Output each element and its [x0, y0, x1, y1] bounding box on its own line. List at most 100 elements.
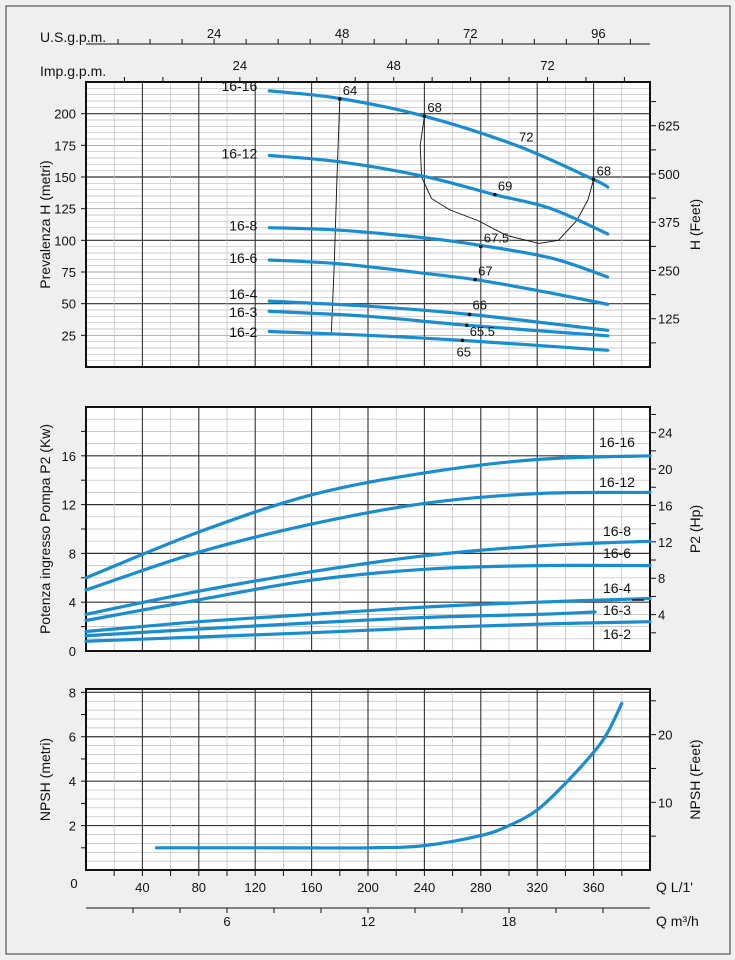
y-right-tick-label: 10	[658, 795, 672, 810]
y-right-axis-label: NPSH (Feet)	[687, 739, 703, 819]
impgpm-tick-label: 48	[386, 58, 400, 73]
y-right-tick-label: 375	[658, 215, 680, 230]
y-tick-label: 125	[54, 202, 76, 217]
y-tick-label: 175	[54, 138, 76, 153]
plot-border	[85, 81, 651, 368]
efficiency-label: 64	[343, 83, 357, 98]
x-tick-label: 160	[301, 880, 323, 895]
x-tick-label: 280	[470, 880, 492, 895]
usgpm-axis-label: U.S.g.p.m.	[40, 29, 106, 45]
efficiency-label: 72	[519, 129, 533, 144]
x-axis-label-lmin: Q L/1'	[656, 879, 693, 895]
y-right-tick-label: 20	[658, 462, 672, 477]
y-right-tick-label: 12	[658, 535, 672, 550]
efficiency-label: 67	[478, 264, 492, 279]
y-right-tick-label: 625	[658, 119, 680, 134]
usgpm-tick-label: 24	[207, 26, 221, 41]
series-line-16-3	[84, 610, 597, 638]
series-line-16-3	[267, 309, 610, 338]
series-line-16-8	[84, 539, 652, 616]
efficiency-point	[493, 192, 497, 197]
efficiency-label: 66	[473, 297, 487, 312]
y-tick-label: 12	[62, 498, 76, 513]
series-label: 16-2	[229, 324, 257, 340]
series-label: 16-6	[229, 250, 257, 266]
usgpm-tick-label: 72	[463, 26, 477, 41]
series-line-16-4	[267, 299, 610, 332]
x-tick-label: 80	[192, 880, 206, 895]
y-tick-label: 50	[62, 297, 76, 312]
x-tick-label: 120	[244, 880, 266, 895]
x-tick-label: 240	[414, 880, 436, 895]
series-line-16-16	[84, 454, 652, 580]
y-tick-label: 16	[62, 449, 76, 464]
y-right-tick-label: 250	[658, 263, 680, 278]
series-label: 16-4	[229, 286, 257, 302]
series-label: 16-16	[221, 78, 257, 94]
series-line-16-12	[84, 490, 652, 592]
series-label: 16-16	[599, 434, 635, 450]
m3h-tick-label: 12	[361, 914, 375, 929]
efficiency-point	[338, 97, 342, 101]
x-axis-label-m3h: Q m³/h	[656, 913, 699, 929]
plot-panel-0	[81, 81, 656, 368]
efficiency-point	[591, 177, 596, 182]
y-tick-label: 4	[69, 595, 76, 610]
y-right-tick-label: 500	[658, 167, 680, 182]
efficiency-point	[479, 244, 483, 249]
y-right-axis-label: H (Feet)	[687, 199, 703, 250]
series-label: 16-12	[599, 474, 635, 490]
y-right-tick-label: 24	[658, 426, 672, 441]
impgpm-axis-label: Imp.g.p.m.	[40, 63, 106, 79]
series-line-16-6	[267, 258, 610, 306]
y-tick-label: 8	[69, 546, 76, 561]
y-tick-label: 200	[54, 107, 76, 122]
efficiency-point	[467, 312, 472, 317]
x-zero-label: 0	[70, 876, 77, 891]
y-tick-label: 150	[54, 170, 76, 185]
y-tick-label: 0	[69, 644, 76, 659]
y-tick-label: 100	[54, 233, 76, 248]
series-label: 16-6	[603, 545, 631, 561]
y-right-tick-label: 16	[658, 498, 672, 513]
efficiency-label: 67.5	[484, 231, 509, 246]
efficiency-point	[473, 277, 477, 282]
usgpm-tick-label: 48	[335, 26, 349, 41]
y-axis-label: Potenza ingresso Pompa P2 (Kw)	[37, 424, 53, 634]
series-line-16-12	[267, 153, 610, 236]
page-frame	[5, 5, 731, 955]
x-tick-label: 200	[357, 880, 379, 895]
series-line-16-6	[84, 563, 652, 623]
efficiency-label: 69	[498, 179, 512, 194]
y-right-tick-label: 8	[658, 571, 665, 586]
y-tick-label: 8	[69, 685, 76, 700]
y-tick-label: 6	[69, 730, 76, 745]
plot-panel-2	[81, 688, 656, 871]
usgpm-tick-label: 96	[591, 26, 605, 41]
m3h-tick-label: 6	[223, 914, 230, 929]
series-label: 16-2	[603, 626, 631, 642]
series-line-16-2	[267, 329, 610, 352]
m3h-tick-label: 18	[502, 914, 516, 929]
efficiency-point	[464, 323, 469, 328]
impgpm-tick-label: 24	[233, 58, 247, 73]
efficiency-curve	[419, 116, 595, 244]
efficiency-label: 68	[427, 100, 441, 115]
series-line-16-2	[84, 620, 652, 643]
x-tick-label: 360	[583, 880, 605, 895]
series-label: 16-4	[603, 580, 631, 596]
y-right-tick-label: 20	[658, 728, 672, 743]
plot-panel-1	[81, 406, 656, 652]
x-tick-label: 320	[526, 880, 548, 895]
y-tick-label: 4	[69, 774, 76, 789]
y-axis-label: NPSH (metri)	[37, 738, 53, 821]
series-label: 16-3	[229, 304, 257, 320]
series-label: 16-8	[603, 523, 631, 539]
efficiency-point	[460, 338, 465, 343]
impgpm-tick-label: 72	[540, 58, 554, 73]
series-line-npsh	[154, 701, 624, 850]
series-label: 16-3	[603, 602, 631, 618]
y-right-axis-label: P2 (Hp)	[687, 505, 703, 553]
efficiency-point	[422, 114, 427, 118]
